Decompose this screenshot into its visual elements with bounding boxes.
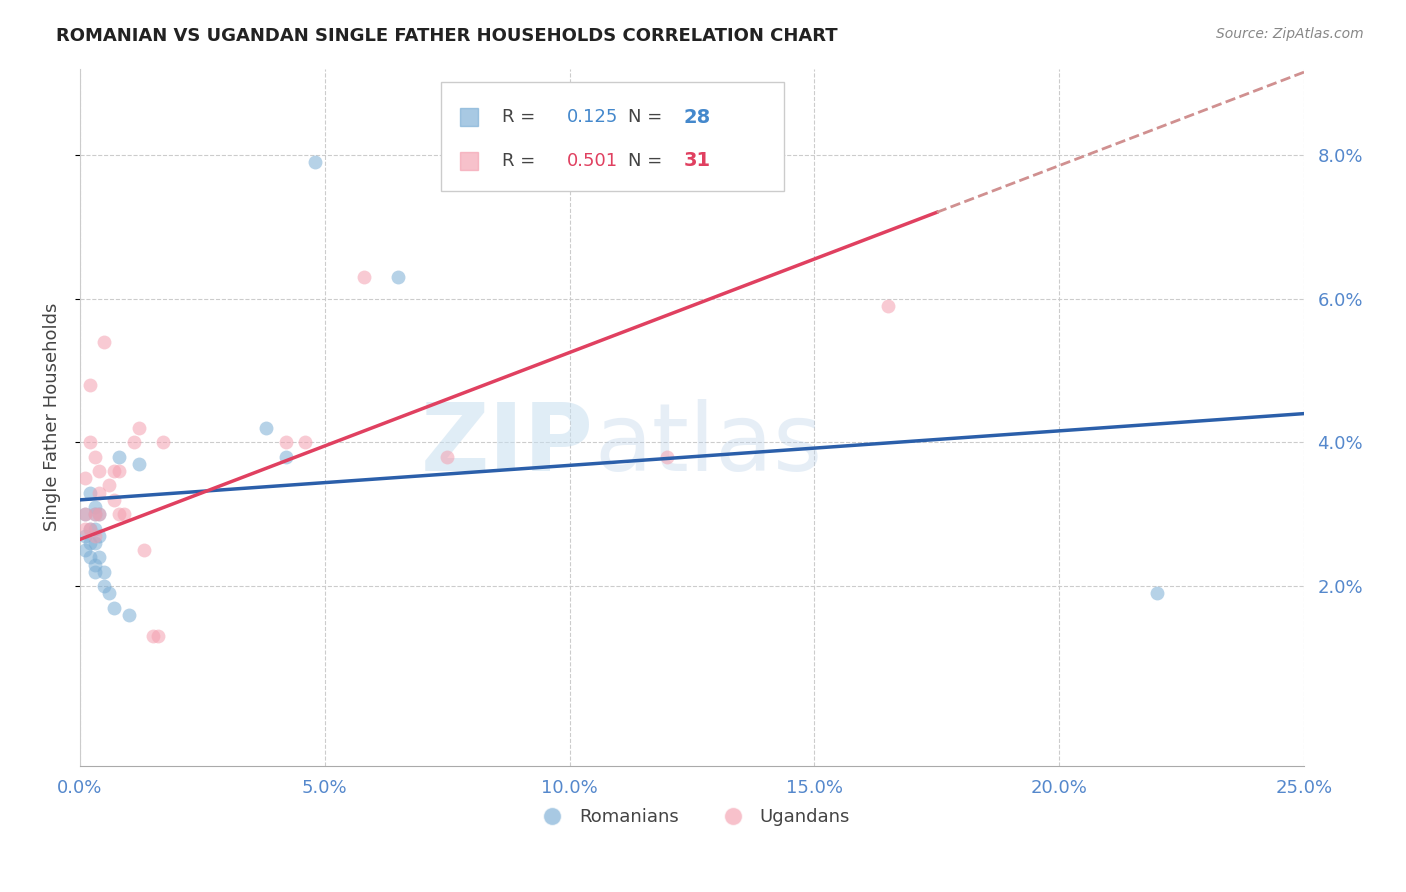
- Point: [83, 500, 105, 514]
- Text: N =: N =: [628, 108, 662, 127]
- Text: atlas: atlas: [593, 399, 823, 491]
- Point: [152, 435, 174, 450]
- Point: [103, 600, 125, 615]
- Point: [73, 543, 96, 558]
- Point: [73, 508, 96, 522]
- Point: [73, 522, 96, 536]
- Text: ROMANIAN VS UGANDAN SINGLE FATHER HOUSEHOLDS CORRELATION CHART: ROMANIAN VS UGANDAN SINGLE FATHER HOUSEH…: [56, 27, 838, 45]
- Point: [83, 529, 105, 543]
- Text: 0.501: 0.501: [567, 152, 619, 169]
- FancyBboxPatch shape: [441, 82, 783, 191]
- Point: [118, 607, 141, 622]
- Point: [83, 558, 105, 572]
- Point: [93, 565, 115, 579]
- Point: [73, 529, 96, 543]
- Point: [108, 508, 131, 522]
- Point: [132, 543, 155, 558]
- Point: [108, 450, 131, 464]
- Point: [93, 579, 115, 593]
- Text: N =: N =: [628, 152, 662, 169]
- Text: 0.125: 0.125: [567, 108, 619, 127]
- Point: [79, 522, 101, 536]
- Point: [73, 471, 96, 485]
- Point: [304, 155, 326, 169]
- Text: Source: ZipAtlas.com: Source: ZipAtlas.com: [1216, 27, 1364, 41]
- Text: ZIP: ZIP: [422, 399, 593, 491]
- Point: [79, 550, 101, 565]
- Point: [122, 435, 145, 450]
- Point: [876, 299, 898, 313]
- Text: 28: 28: [683, 108, 710, 127]
- Point: [79, 536, 101, 550]
- Point: [73, 508, 96, 522]
- Point: [128, 457, 150, 471]
- Point: [89, 508, 111, 522]
- Point: [274, 435, 297, 450]
- Text: 31: 31: [683, 151, 710, 170]
- Point: [128, 421, 150, 435]
- Point: [83, 565, 105, 579]
- Point: [83, 522, 105, 536]
- Point: [657, 450, 679, 464]
- Point: [148, 630, 170, 644]
- Point: [79, 485, 101, 500]
- Point: [83, 508, 105, 522]
- Point: [108, 464, 131, 478]
- Point: [79, 522, 101, 536]
- Point: [254, 421, 277, 435]
- Point: [1146, 586, 1168, 600]
- Point: [353, 270, 375, 285]
- Point: [93, 334, 115, 349]
- Point: [112, 508, 135, 522]
- Point: [436, 450, 458, 464]
- Text: R =: R =: [502, 152, 536, 169]
- Point: [83, 536, 105, 550]
- Point: [83, 508, 105, 522]
- Point: [79, 435, 101, 450]
- Y-axis label: Single Father Households: Single Father Households: [44, 303, 60, 532]
- Legend: Romanians, Ugandans: Romanians, Ugandans: [526, 801, 858, 833]
- Point: [83, 450, 105, 464]
- Point: [89, 485, 111, 500]
- Point: [142, 630, 165, 644]
- Point: [274, 450, 297, 464]
- Point: [89, 529, 111, 543]
- Text: R =: R =: [502, 108, 536, 127]
- Point: [89, 464, 111, 478]
- Point: [103, 492, 125, 507]
- Point: [89, 550, 111, 565]
- Point: [294, 435, 316, 450]
- Point: [103, 464, 125, 478]
- Point: [89, 508, 111, 522]
- Point: [387, 270, 409, 285]
- Point: [98, 478, 121, 492]
- Point: [79, 377, 101, 392]
- Point: [98, 586, 121, 600]
